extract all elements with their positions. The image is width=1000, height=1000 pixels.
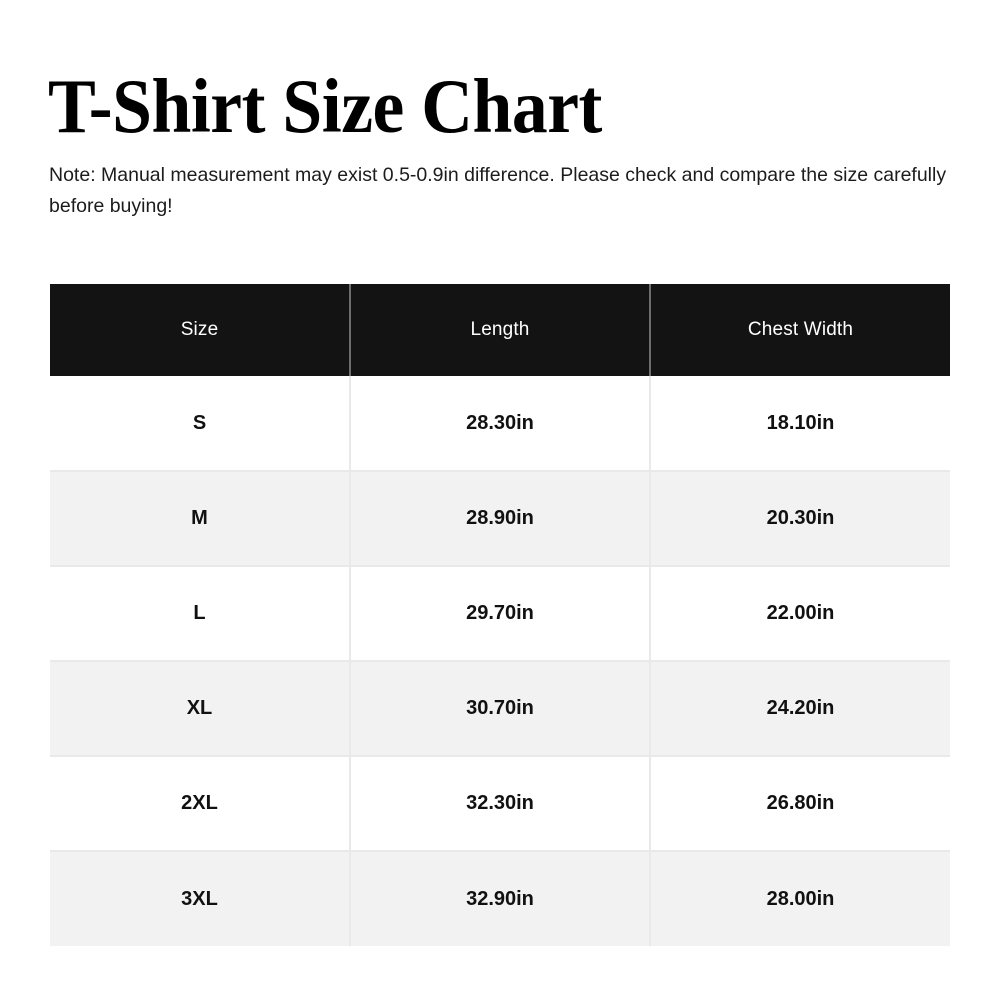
cell-size: XL [50,661,351,757]
table-header: Size Length Chest Width [50,284,950,376]
cell-size: L [50,566,351,662]
cell-length: 29.70in [350,566,651,662]
cell-length: 28.90in [350,471,651,567]
table-row: 2XL 32.30in 26.80in [50,756,950,852]
column-header-chest-width: Chest Width [650,284,950,376]
table-body: S 28.30in 18.10in M 28.90in 20.30in L 29… [50,376,950,946]
cell-size: M [50,471,351,567]
cell-length: 32.90in [350,851,651,946]
table-row: XL 30.70in 24.20in [50,661,950,757]
size-chart-table: Size Length Chest Width S 28.30in 18.10i… [50,284,950,946]
table-header-row: Size Length Chest Width [50,284,950,376]
cell-chest-width: 24.20in [650,661,950,757]
cell-size: 3XL [50,851,351,946]
cell-chest-width: 18.10in [650,376,950,472]
cell-chest-width: 22.00in [650,566,950,662]
cell-chest-width: 20.30in [650,471,950,567]
table-row: L 29.70in 22.00in [50,566,950,662]
cell-length: 30.70in [350,661,651,757]
column-header-size: Size [50,284,351,376]
column-header-length: Length [350,284,651,376]
table-row: 3XL 32.90in 28.00in [50,851,950,946]
page-title: T-Shirt Size Chart [48,63,602,149]
cell-chest-width: 28.00in [650,851,950,946]
table-row: S 28.30in 18.10in [50,376,950,472]
cell-length: 32.30in [350,756,651,852]
measurement-note: Note: Manual measurement may exist 0.5-0… [49,164,947,217]
cell-size: S [50,376,351,472]
cell-chest-width: 26.80in [650,756,950,852]
table-row: M 28.90in 20.30in [50,471,950,567]
cell-size: 2XL [50,756,351,852]
cell-length: 28.30in [350,376,651,472]
